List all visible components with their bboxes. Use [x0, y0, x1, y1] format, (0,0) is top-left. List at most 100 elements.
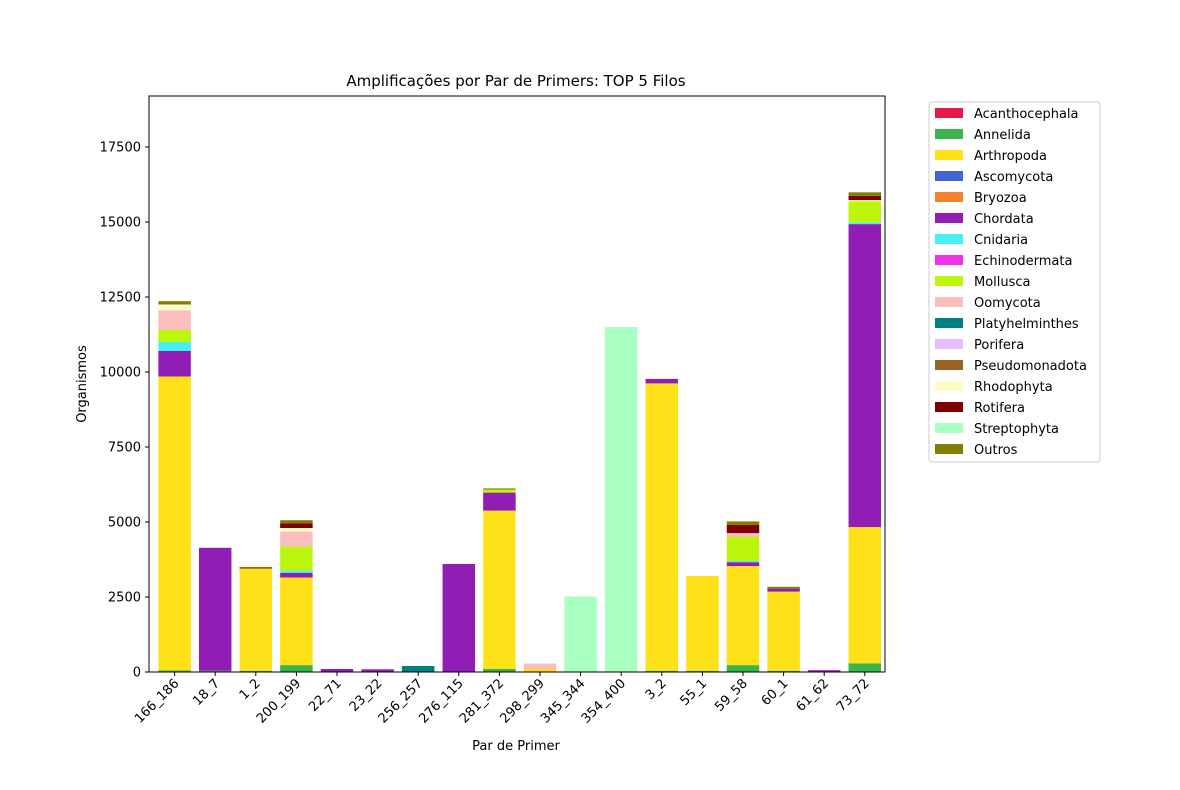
legend-swatch — [935, 255, 963, 265]
bar-segment — [198, 547, 232, 671]
bar-segment — [686, 576, 719, 671]
bar-segment — [280, 528, 313, 532]
legend-label: Cnidaria — [974, 233, 1028, 248]
bar-segment — [807, 670, 841, 672]
x-tick-label: 23_22 — [347, 676, 386, 715]
y-axis: 0 2500 5000 7500 10000 12500 15000 17500 — [100, 141, 149, 681]
bar-segment — [523, 669, 557, 672]
bar-segment — [564, 596, 597, 672]
bar-segment — [767, 586, 800, 589]
y-tick-label: 7500 — [108, 441, 141, 456]
bar-segment — [280, 523, 313, 528]
legend: Acanthocephala Annelida Arthropoda Ascomyco… — [928, 101, 1101, 463]
legend-label: Pseudomonadota — [974, 359, 1087, 374]
bar-segment — [158, 304, 191, 311]
bar-segment — [767, 588, 800, 592]
bar-segment — [158, 301, 191, 305]
bar-segment — [280, 573, 313, 578]
bar-segment — [686, 670, 719, 672]
legend-swatch — [935, 234, 963, 244]
bar-segment — [158, 310, 191, 330]
bar-segment — [848, 527, 882, 664]
legend-label: Oomycota — [974, 296, 1041, 311]
bar-segment — [442, 564, 476, 672]
legend-label: Echinodermata — [974, 254, 1072, 269]
y-axis-label: Organismos — [75, 345, 90, 423]
legend-swatch — [935, 297, 963, 307]
bar-segment — [280, 531, 313, 547]
legend-label: Chordata — [974, 212, 1034, 227]
x-tick-label: 59_58 — [712, 676, 751, 715]
bar-segment — [848, 224, 882, 528]
legend-label: Arthropoda — [974, 149, 1047, 164]
legend-label: Platyhelminthes — [974, 317, 1079, 332]
bar-segment — [848, 222, 882, 225]
bar-segment — [848, 663, 882, 672]
x-tick-label: 61_62 — [793, 676, 832, 715]
bar-segment — [848, 200, 882, 202]
bar-segment — [645, 670, 679, 672]
y-tick-label: 12500 — [100, 291, 141, 306]
x-tick-label: 354_400 — [579, 676, 629, 726]
plot-frame — [148, 95, 886, 673]
legend-swatch — [935, 192, 963, 202]
y-tick-label: 2500 — [108, 591, 141, 606]
bar-segment — [158, 351, 191, 377]
legend-swatch — [935, 402, 963, 412]
x-tick-label: 55_1 — [677, 676, 710, 709]
y-tick-label: 10000 — [100, 366, 141, 381]
bar-segment — [848, 192, 882, 196]
legend-swatch — [935, 213, 963, 223]
chart-title: Amplificações por Par de Primers: TOP 5 … — [346, 72, 685, 90]
y-tick-label: 0 — [133, 666, 141, 681]
bar-segment — [726, 561, 760, 563]
x-tick-label: 200_199 — [254, 676, 304, 726]
legend-label: Annelida — [974, 128, 1031, 143]
legend-swatch — [935, 381, 963, 391]
bar-segment — [726, 525, 760, 534]
y-tick-label: 5000 — [108, 516, 141, 531]
legend-box — [928, 101, 1101, 463]
legend-label: Bryozoa — [974, 191, 1027, 206]
bar-segment — [361, 669, 394, 672]
legend-label: Acanthocephala — [974, 107, 1079, 122]
legend-label: Streptophyta — [974, 422, 1059, 437]
y-tick-label: 15000 — [100, 216, 141, 231]
bar-segment — [280, 665, 313, 672]
x-tick-label: 3_2 — [643, 676, 670, 703]
legend-swatch — [935, 276, 963, 286]
bar-segment — [198, 670, 232, 672]
legend-swatch — [935, 129, 963, 139]
legend-swatch — [935, 444, 963, 454]
bar-segment — [401, 666, 435, 672]
bar-segment — [726, 562, 760, 567]
bar-segment — [280, 570, 313, 573]
bar-segment — [848, 201, 882, 223]
bar-segment — [280, 577, 313, 666]
bar-segment — [523, 663, 557, 669]
x-tick-label: 60_1 — [759, 676, 792, 709]
x-axis-label: Par de Primer — [472, 739, 560, 754]
legend-swatch — [935, 150, 963, 160]
x-tick-label: 1_2 — [237, 676, 264, 703]
bar-segment — [726, 533, 760, 537]
legend-swatch — [935, 108, 963, 118]
bar-segment — [483, 489, 516, 493]
bar-segment — [158, 342, 191, 351]
bar-segment — [645, 378, 679, 384]
legend-swatch — [935, 360, 963, 370]
bar-segment — [848, 195, 882, 201]
x-tick-label: 22_71 — [306, 676, 345, 715]
bar-segment — [604, 327, 638, 672]
bar-segment — [158, 376, 191, 671]
bar-segment — [320, 669, 354, 672]
legend-label: Rotifera — [974, 401, 1025, 416]
bar-segment — [767, 670, 800, 672]
legend-swatch — [935, 423, 963, 433]
bar-segment — [483, 488, 516, 490]
legend-label: Ascomycota — [974, 170, 1053, 185]
x-tick-label: 73_72 — [834, 676, 873, 715]
x-tick-label: 166_186 — [132, 676, 182, 726]
